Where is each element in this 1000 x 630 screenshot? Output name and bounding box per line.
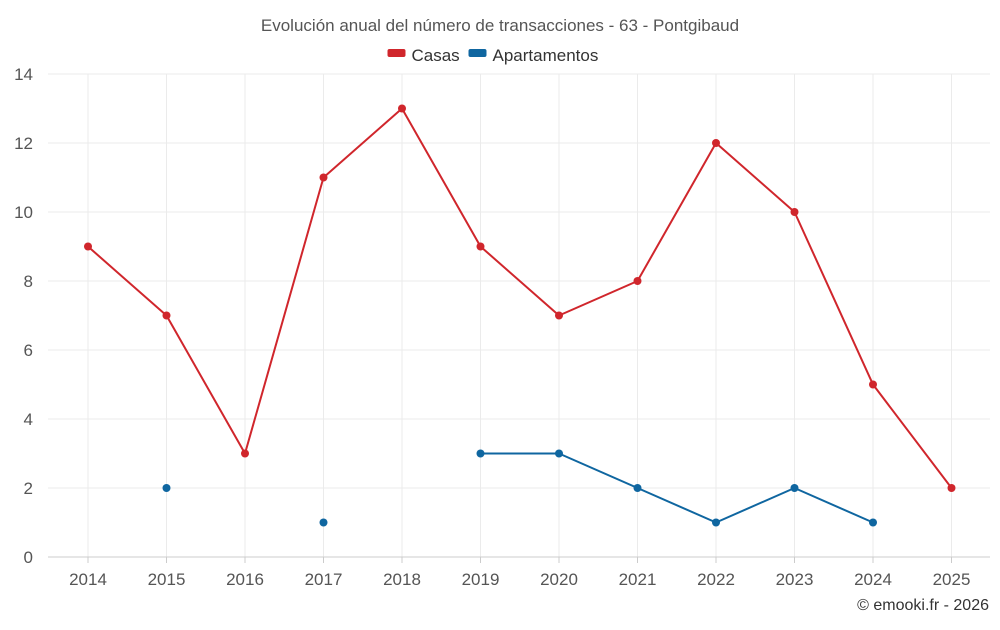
y-tick-label: 6	[24, 341, 33, 360]
x-tick-label: 2023	[776, 570, 814, 589]
y-tick-label: 8	[24, 272, 33, 291]
data-point[interactable]	[319, 518, 328, 527]
grid-lines	[48, 73, 990, 557]
chart-title: Evolución anual del número de transaccio…	[261, 16, 739, 35]
legend-swatch	[387, 49, 406, 57]
data-point[interactable]	[476, 449, 485, 458]
x-tick-label: 2014	[69, 570, 107, 589]
data-point[interactable]	[398, 104, 406, 113]
data-point[interactable]	[869, 518, 877, 527]
series-apartamentos	[162, 449, 877, 527]
data-point[interactable]	[869, 380, 877, 389]
y-tick-label: 0	[24, 548, 33, 567]
data-point[interactable]	[162, 311, 171, 320]
data-point[interactable]	[633, 484, 642, 492]
x-tick-label: 2019	[462, 570, 500, 589]
y-tick-label: 4	[24, 410, 33, 429]
series-line	[480, 452, 874, 524]
data-point[interactable]	[162, 484, 171, 492]
legend-label: Casas	[412, 46, 460, 65]
series-casas	[84, 104, 956, 492]
credit-text: © emooki.fr - 2026	[857, 597, 989, 614]
axes: 0 2 4 6 8 10 12 14 2014 2015 2016 2017 2018 2019 2020 2…	[14, 65, 990, 589]
data-point[interactable]	[319, 173, 328, 182]
x-tick-label: 2017	[305, 570, 343, 589]
legend: Casas Apartamentos	[387, 46, 599, 65]
series-layer	[84, 104, 956, 527]
data-point[interactable]	[633, 277, 642, 285]
data-point[interactable]	[712, 139, 720, 147]
data-point[interactable]	[712, 518, 720, 527]
data-point[interactable]	[555, 449, 563, 458]
x-tick-label: 2016	[226, 570, 264, 589]
data-point[interactable]	[790, 484, 799, 492]
data-point[interactable]	[947, 484, 956, 492]
legend-label: Apartamentos	[493, 46, 599, 65]
x-tick-label: 2020	[540, 570, 578, 589]
series-line	[87, 107, 953, 489]
x-tick-label: 2015	[148, 570, 186, 589]
x-tick-label: 2025	[933, 570, 971, 589]
legend-item-apartamentos[interactable]: Apartamentos	[468, 46, 599, 65]
data-point[interactable]	[241, 449, 249, 458]
y-tick-label: 2	[24, 479, 33, 498]
data-point[interactable]	[476, 242, 485, 251]
y-tick-label: 10	[14, 203, 33, 222]
x-tick-label: 2022	[697, 570, 735, 589]
x-tick-label: 2024	[854, 570, 892, 589]
data-point[interactable]	[790, 208, 799, 216]
y-tick-label: 14	[14, 65, 33, 84]
x-tick-label: 2021	[619, 570, 657, 589]
data-point[interactable]	[555, 311, 563, 320]
legend-swatch	[468, 49, 487, 57]
y-tick-label: 12	[14, 134, 33, 153]
x-tick-label: 2018	[383, 570, 421, 589]
legend-item-casas[interactable]: Casas	[387, 46, 460, 65]
data-point[interactable]	[84, 242, 92, 251]
